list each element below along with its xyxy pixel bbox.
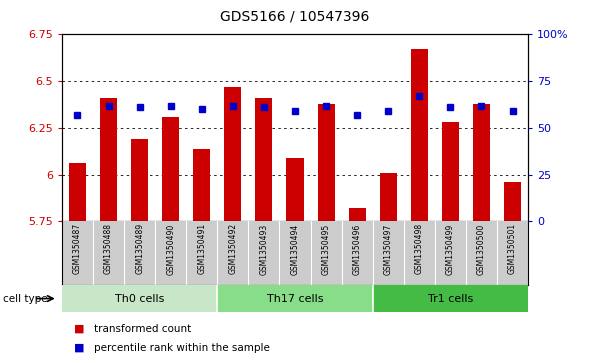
Bar [373, 285, 528, 312]
Bar [69, 163, 86, 221]
Text: GSM1350490: GSM1350490 [166, 223, 175, 274]
Bar [162, 117, 179, 221]
Text: GSM1350501: GSM1350501 [508, 223, 517, 274]
Text: GSM1350489: GSM1350489 [135, 223, 144, 274]
Text: GSM1350498: GSM1350498 [415, 223, 424, 274]
Bar [224, 87, 241, 221]
Bar [62, 285, 217, 312]
Text: GSM1350491: GSM1350491 [197, 223, 206, 274]
Bar [194, 148, 210, 221]
Text: GSM1350500: GSM1350500 [477, 223, 486, 274]
Text: GDS5166 / 10547396: GDS5166 / 10547396 [220, 9, 370, 24]
Text: GSM1350493: GSM1350493 [260, 223, 268, 274]
Text: ■: ■ [74, 324, 84, 334]
Text: ■: ■ [74, 343, 84, 352]
Text: percentile rank within the sample: percentile rank within the sample [94, 343, 270, 352]
Bar [131, 139, 148, 221]
Text: Tr1 cells: Tr1 cells [428, 294, 473, 303]
Text: GSM1350496: GSM1350496 [353, 223, 362, 274]
Bar [442, 122, 459, 221]
Text: transformed count: transformed count [94, 324, 192, 334]
Bar [317, 104, 335, 221]
Bar [473, 104, 490, 221]
Bar [287, 158, 303, 221]
Text: cell type: cell type [3, 294, 48, 303]
Bar [255, 98, 273, 221]
Bar [504, 182, 521, 221]
Text: GSM1350497: GSM1350497 [384, 223, 393, 274]
Bar [349, 208, 366, 221]
Bar [411, 49, 428, 221]
Bar [100, 98, 117, 221]
Text: GSM1350487: GSM1350487 [73, 223, 82, 274]
Text: Th17 cells: Th17 cells [267, 294, 323, 303]
Text: Th0 cells: Th0 cells [115, 294, 165, 303]
Text: GSM1350494: GSM1350494 [290, 223, 300, 274]
Text: GSM1350488: GSM1350488 [104, 223, 113, 274]
Text: GSM1350492: GSM1350492 [228, 223, 237, 274]
Bar [380, 173, 396, 221]
Text: GSM1350495: GSM1350495 [322, 223, 330, 274]
Text: GSM1350499: GSM1350499 [446, 223, 455, 274]
Bar [217, 285, 373, 312]
